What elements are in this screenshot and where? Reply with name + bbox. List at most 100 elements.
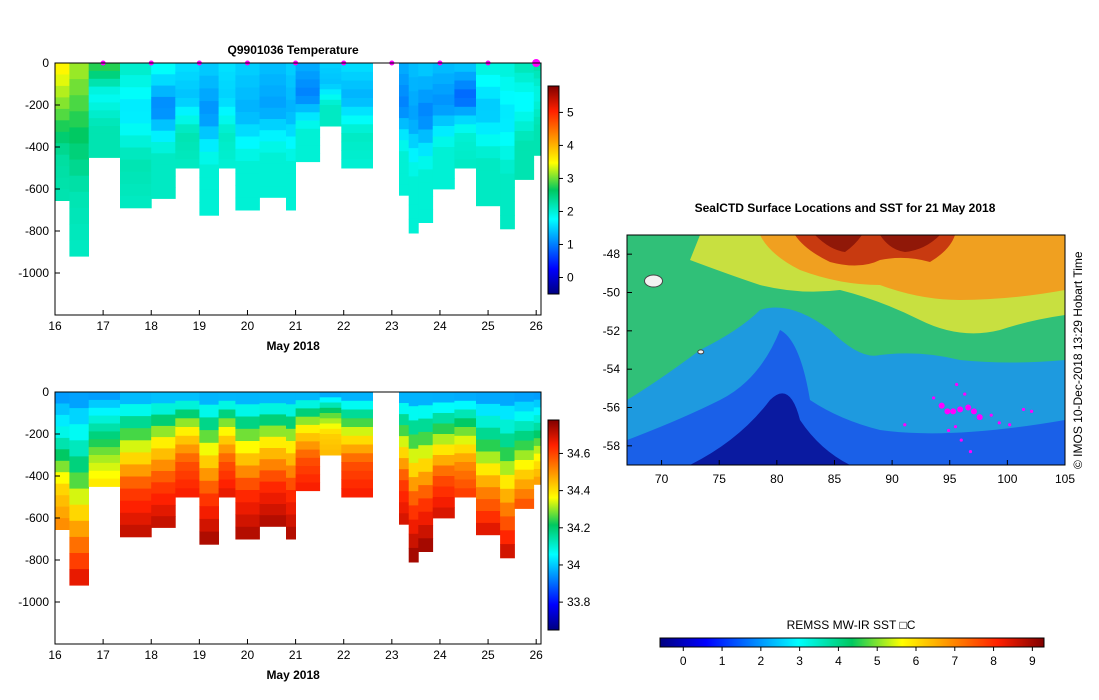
profile-cell <box>120 392 152 405</box>
profile-cell <box>175 409 200 419</box>
profile-cell <box>399 63 409 75</box>
profile-cell <box>432 497 455 508</box>
map-x-tick-label: 95 <box>943 472 957 486</box>
seal-point <box>989 413 993 417</box>
colorbar-tick-label: 34.2 <box>567 521 591 535</box>
sst-colorbar-tick-label: 4 <box>835 654 842 668</box>
temperature-xlabel: May 2018 <box>266 339 320 353</box>
profile-cell <box>69 472 89 489</box>
temperature-profiles <box>55 63 542 257</box>
profile-cell <box>295 153 321 163</box>
profile-cell <box>418 392 434 406</box>
profile-cell <box>295 466 321 475</box>
sst-colorbar <box>659 637 1045 648</box>
profile-cell <box>69 95 89 112</box>
profile-cell <box>418 63 434 77</box>
profile-cell <box>533 438 542 447</box>
profile-cell <box>120 63 152 76</box>
profile-cell <box>454 392 477 402</box>
profile-cell <box>88 462 121 472</box>
seal-point <box>970 408 977 415</box>
profile-cell <box>341 462 373 472</box>
colorbar-tick-label: 33.8 <box>567 595 591 609</box>
sst-band-navy <box>690 393 850 465</box>
profile-cell <box>408 218 419 234</box>
profile-cell <box>69 456 89 473</box>
profile-cell <box>476 193 501 207</box>
profile-cell <box>175 418 200 428</box>
sst-map-title: SealCTD Surface Locations and SST for 21… <box>695 201 996 215</box>
profile-cell <box>514 460 535 471</box>
profile-cell <box>286 404 296 417</box>
profile-cell <box>341 444 373 454</box>
profile-cell <box>514 111 535 122</box>
x-tick-label: 19 <box>193 648 207 662</box>
profile-cell <box>500 530 515 545</box>
profile-cell <box>514 411 535 422</box>
profile-cell <box>418 156 434 170</box>
profile-cell <box>319 78 342 85</box>
profile-cell <box>319 434 342 440</box>
profile-cell <box>500 145 515 161</box>
y-tick-label: -800 <box>25 553 49 567</box>
heard-island <box>697 349 705 355</box>
profile-cell <box>319 444 342 451</box>
profile-cell <box>514 479 535 490</box>
profile-cell <box>295 112 321 121</box>
profile-cell <box>341 150 373 160</box>
profile-cell <box>88 149 121 158</box>
salinity-xlabel: May 2018 <box>266 668 320 682</box>
profile-cell <box>218 435 236 445</box>
profile-cell <box>286 161 296 174</box>
profile-cell <box>151 175 176 188</box>
y-tick-label: -200 <box>25 98 49 112</box>
profile-cell <box>259 163 287 176</box>
profile-cell <box>319 418 342 424</box>
profile-cell <box>235 477 260 491</box>
profile-cell <box>120 464 152 477</box>
profile-cell <box>399 502 409 514</box>
profile-cell <box>175 159 200 169</box>
profile-cell <box>88 86 121 95</box>
profile-cell <box>454 427 477 437</box>
profile-cell <box>341 98 373 108</box>
map-y-tick-label: -58 <box>603 439 621 453</box>
y-tick-label: -400 <box>25 140 49 154</box>
profile-cell <box>533 63 542 72</box>
profile-cell <box>88 118 121 127</box>
profile-cell <box>295 95 321 105</box>
profile-cell <box>399 184 409 196</box>
profile-cell <box>295 441 321 450</box>
temperature-colorbar <box>547 85 560 295</box>
profile-cell <box>432 147 455 158</box>
profile-cell <box>533 392 542 401</box>
profile-cell <box>69 111 89 128</box>
profile-cell <box>408 133 419 149</box>
profile-cell <box>408 448 419 464</box>
profile-cell <box>295 424 321 434</box>
profile-cell <box>454 124 477 134</box>
map-y-tick-label: -48 <box>603 247 621 261</box>
profile-cell <box>432 507 455 519</box>
profile-cell <box>120 524 152 538</box>
profile-cell <box>533 445 542 454</box>
profile-cell <box>235 465 260 479</box>
profile-cell <box>199 531 219 545</box>
profile-cell <box>69 79 89 96</box>
profile-cell <box>454 133 477 143</box>
profile-cell <box>533 132 542 141</box>
profile-cell <box>235 502 260 515</box>
profile-cell <box>319 449 342 456</box>
profile-cell <box>514 63 535 74</box>
profile-cell <box>408 533 419 549</box>
sst-map-axes: 70 75 80 85 90 95 100 105 -48 -50 -52 -54 -56 -58 <box>603 247 1076 486</box>
profile-cell <box>454 444 477 454</box>
profile-cell <box>319 402 342 409</box>
profile-cell <box>418 485 434 499</box>
profile-cell <box>151 119 176 132</box>
profile-cell <box>500 405 515 420</box>
profile-cell <box>218 124 236 134</box>
profile-cell <box>69 143 89 160</box>
profile-cell <box>151 63 176 75</box>
profile-cell <box>399 151 409 163</box>
